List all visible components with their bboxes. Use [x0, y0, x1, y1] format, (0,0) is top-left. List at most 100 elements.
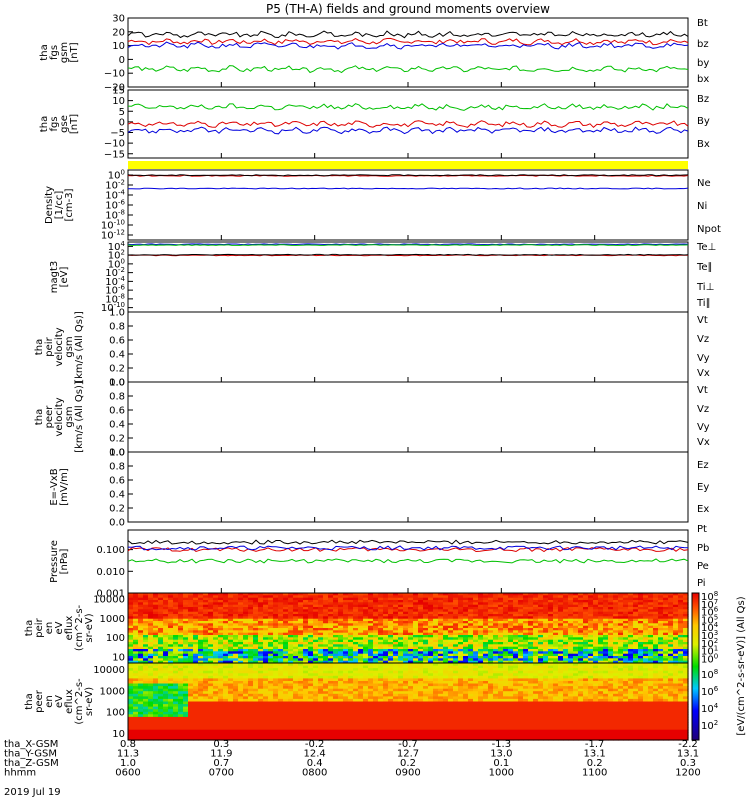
series-line-Ne: [127, 174, 689, 177]
panel-frame: [127, 89, 689, 159]
series-line-Ti∥: [127, 244, 689, 246]
row-value: 0800: [302, 768, 327, 779]
legend-Te⊥: Te⊥: [696, 242, 716, 253]
y-axis-label: thapeereneVeflux(cm^2-s-sr-eV): [24, 678, 95, 725]
panel-5: 1.0 0.8 0.6 0.4 0.2 0.0 thapeirvelocitygsm[km/…: [34, 308, 710, 389]
row-value: 0.2: [400, 758, 416, 769]
row-value: 1.0: [120, 758, 136, 769]
legend-Ex: Ex: [697, 504, 709, 515]
legend-Vx: Vx: [697, 437, 710, 448]
row-value: 1100: [582, 768, 607, 779]
legend-Bt: Bt: [697, 18, 708, 29]
series-line-Pe: [127, 558, 689, 564]
y-axis-label: magt3[eV]: [49, 261, 70, 294]
y-axis-label: E=-VxB[mV/m]: [49, 468, 70, 506]
date-label: 2019 Jul 19: [4, 787, 61, 798]
legend-Vt: Vt: [697, 385, 708, 396]
series-line-bz: [127, 37, 689, 46]
y-tick-label: 0: [119, 117, 125, 128]
legend-Ez: Ez: [697, 460, 709, 471]
y-tick-label: 20: [112, 27, 125, 38]
legend-Te∥: Te∥: [696, 262, 713, 273]
y-tick-label: 10: [112, 653, 125, 664]
legend-Ti⊥: Ti⊥: [696, 282, 714, 293]
panel-8: 0.100 0.010 0.001 Pressure[nPa] Pt Pb Pe Pi: [49, 524, 709, 600]
row-value: 11.3: [117, 749, 139, 760]
y-axis-label: Pressure[nPa]: [49, 540, 70, 583]
panel-3: 10010-210-410-610-810-1010-12Density[1/c…: [44, 169, 721, 242]
row-value: 0.4: [307, 758, 323, 769]
row-label: tha_Z-GSM: [4, 758, 59, 769]
series-line-bx: [127, 41, 689, 50]
y-tick-label: 0.6: [109, 476, 125, 487]
y-tick-label: 1.0: [109, 448, 125, 459]
y-tick-label: 10000: [93, 665, 125, 676]
y-tick-label: 100: [106, 708, 125, 719]
y-tick-label: 0.4: [109, 350, 125, 361]
colorbar-tick: 108: [701, 668, 718, 681]
panels: 3020100−10−20thafgsgsm[nT]Btbzbybx151050…: [24, 14, 747, 741]
row-value: 0700: [209, 768, 234, 779]
y-tick-label: 0.2: [109, 504, 125, 515]
panel-frame: [127, 241, 689, 313]
series-line-Ni: [127, 174, 689, 177]
panel-frame: [127, 311, 689, 383]
series-line-Pi: [127, 545, 689, 551]
y-tick-label: 1.0: [109, 378, 125, 389]
row-value: -2.2: [678, 739, 698, 750]
y-tick-label: 10: [112, 96, 125, 107]
panel-frame: [127, 169, 689, 241]
y-tick-label: −5: [110, 128, 125, 139]
y-tick-label: 1000: [100, 614, 125, 625]
row-label: tha_Y-GSM: [4, 749, 57, 760]
spectrogram-cells: [128, 593, 689, 664]
y-tick-label: 0.001: [96, 589, 125, 600]
y-tick-label: 1000: [100, 686, 125, 697]
series-line-Te∥: [127, 253, 689, 256]
panel-frame: [127, 662, 689, 741]
y-tick-label: 0.100: [96, 545, 125, 556]
y-tick-label: 10000: [93, 594, 125, 605]
row-value: 0.8: [120, 739, 136, 750]
plot-title: P5 (TH-A) fields and ground moments over…: [266, 2, 550, 16]
row-value: 11.9: [210, 749, 232, 760]
spectrogram-cells: [128, 663, 689, 741]
legend-Bx: Bx: [697, 139, 710, 150]
panel-frame: [127, 381, 689, 453]
row-value: 13.1: [677, 749, 699, 760]
y-tick-label: 0.8: [109, 392, 125, 403]
y-tick-label: 1.0: [109, 308, 125, 319]
y-axis-label: thapeirvelocitygsm[km/s (All Qs)]: [34, 311, 85, 383]
legend-Ni: Ni: [697, 201, 707, 212]
y-axis-label: thapeervelocitygsm[km/s (All Qs)]: [34, 381, 85, 453]
row-value: 0600: [115, 768, 140, 779]
panel-frame: [127, 17, 689, 88]
legend-Vt: Vt: [697, 315, 708, 326]
y-tick-label: 30: [112, 14, 125, 25]
y-tick-label: 0.8: [109, 322, 125, 333]
legend-Vy: Vy: [697, 353, 710, 364]
y-tick-label: 10: [112, 41, 125, 52]
y-tick-label: 10: [112, 729, 125, 740]
panel-6: 1.0 0.8 0.6 0.4 0.2 0.0 thapeervelocitygsm[km/…: [34, 378, 710, 459]
status-bar: [128, 161, 688, 169]
legend-Ti∥: Ti∥: [696, 298, 711, 309]
y-tick-label: 0.4: [109, 490, 125, 501]
row-label: tha_X-GSM: [4, 739, 58, 750]
row-value: 1200: [675, 768, 700, 779]
panel-frame: [127, 529, 689, 594]
y-tick-label: 0.8: [109, 462, 125, 473]
legend-By: By: [697, 116, 710, 127]
series-line-Bz: [127, 120, 689, 128]
row-value: 1000: [489, 768, 514, 779]
y-axis-label: thafgsgse[nT]: [39, 114, 80, 134]
legend-by: by: [697, 58, 709, 69]
row-value: 12.4: [304, 749, 326, 760]
legend-Pb: Pb: [697, 543, 709, 554]
y-axis-label: thapeireneVeflux(cm^2-s-sr-eV): [24, 604, 95, 651]
row-value: 0.1: [493, 758, 509, 769]
y-tick-label: 100: [106, 633, 125, 644]
row-value: 12.7: [397, 749, 419, 760]
